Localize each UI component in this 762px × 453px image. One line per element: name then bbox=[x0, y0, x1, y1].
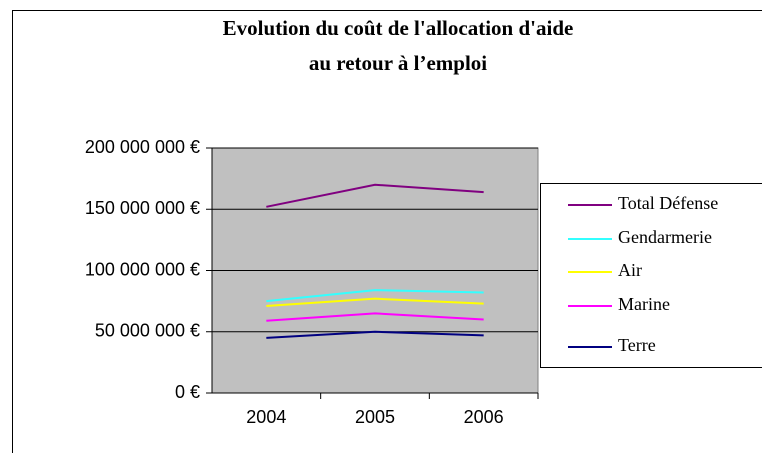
legend-label: Terre bbox=[618, 335, 656, 355]
series-line bbox=[266, 330, 484, 339]
series-line bbox=[266, 312, 484, 322]
legend-label: Marine bbox=[618, 294, 670, 314]
legend-label: Total Défense bbox=[618, 193, 718, 213]
y-tick-label: 0 € bbox=[175, 382, 200, 402]
chart-subtitle: au retour à l’emploi bbox=[309, 51, 487, 75]
series-line bbox=[266, 297, 484, 308]
chart-title: Evolution du coût de l'allocation d'aide bbox=[223, 16, 574, 40]
y-tick-label: 150 000 000 € bbox=[85, 198, 200, 218]
legend-label: Air bbox=[618, 260, 642, 280]
series-line bbox=[266, 289, 484, 303]
legend bbox=[540, 183, 762, 368]
y-tick-label: 50 000 000 € bbox=[95, 321, 200, 341]
x-tick-label: 2004 bbox=[246, 407, 286, 427]
series-line bbox=[266, 183, 484, 208]
legend-label: Gendarmerie bbox=[618, 227, 712, 247]
y-tick-label: 100 000 000 € bbox=[85, 259, 200, 279]
x-tick-label: 2005 bbox=[355, 407, 395, 427]
x-tick-label: 2006 bbox=[464, 407, 504, 427]
y-tick-label: 200 000 000 € bbox=[85, 137, 200, 157]
